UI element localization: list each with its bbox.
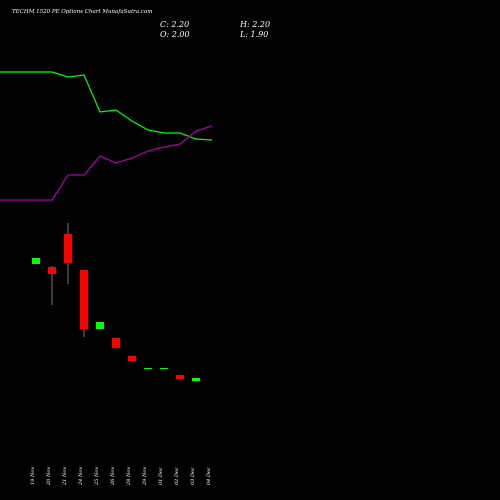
close-value: C: 2.20 <box>160 20 190 29</box>
candle <box>80 270 88 337</box>
candle-body <box>80 270 88 329</box>
x-tick-label: 26 Nov <box>110 467 116 486</box>
candle <box>176 375 184 379</box>
candle-body <box>144 368 152 369</box>
candle-body <box>160 368 168 369</box>
low-value: L: 1.90 <box>240 30 269 39</box>
x-tick-label: 04 Dec <box>206 467 212 485</box>
candle <box>128 356 136 361</box>
candle-body <box>176 375 184 379</box>
x-tick-label: 01 Dec <box>158 467 164 485</box>
candle <box>96 322 104 329</box>
open-value: O: 2.00 <box>160 30 190 39</box>
candle <box>48 266 56 305</box>
candle <box>112 338 120 348</box>
x-tick-label: 02 Dec <box>174 467 180 485</box>
x-tick-label: 21 Nov <box>62 467 68 486</box>
candle-body <box>128 356 136 361</box>
candle <box>32 258 40 264</box>
candle-body <box>32 258 40 264</box>
candle-body <box>192 378 200 381</box>
candle-body <box>64 234 72 263</box>
x-tick-label: 28 Nov <box>126 467 132 486</box>
x-tick-label: 25 Nov <box>94 467 100 486</box>
candle <box>64 223 72 284</box>
chart-title: TECHM 1520 PE Options Chart MunafaSutra.… <box>12 9 153 15</box>
candle-body <box>112 338 120 348</box>
x-tick-label: 29 Nov <box>142 467 148 486</box>
x-tick-label: 20 Nov <box>46 467 52 486</box>
candle-body <box>48 267 56 274</box>
candle-body <box>96 322 104 329</box>
candle <box>160 368 168 369</box>
candlestick-series <box>32 223 200 381</box>
x-axis-tick-labels: 19 Nov 20 Nov 21 Nov 24 Nov 25 Nov 26 Nov 28 N… <box>30 467 212 486</box>
candle <box>192 378 200 381</box>
x-tick-label: 03 Dec <box>190 467 196 485</box>
candle <box>144 368 152 369</box>
x-tick-label: 19 Nov <box>30 467 36 485</box>
moving-average-lines <box>0 71 213 201</box>
series-line-1 <box>0 71 213 141</box>
series-line-2 <box>0 125 213 201</box>
high-value: H: 2.20 <box>240 20 271 29</box>
x-tick-label: 24 Nov <box>78 467 84 486</box>
